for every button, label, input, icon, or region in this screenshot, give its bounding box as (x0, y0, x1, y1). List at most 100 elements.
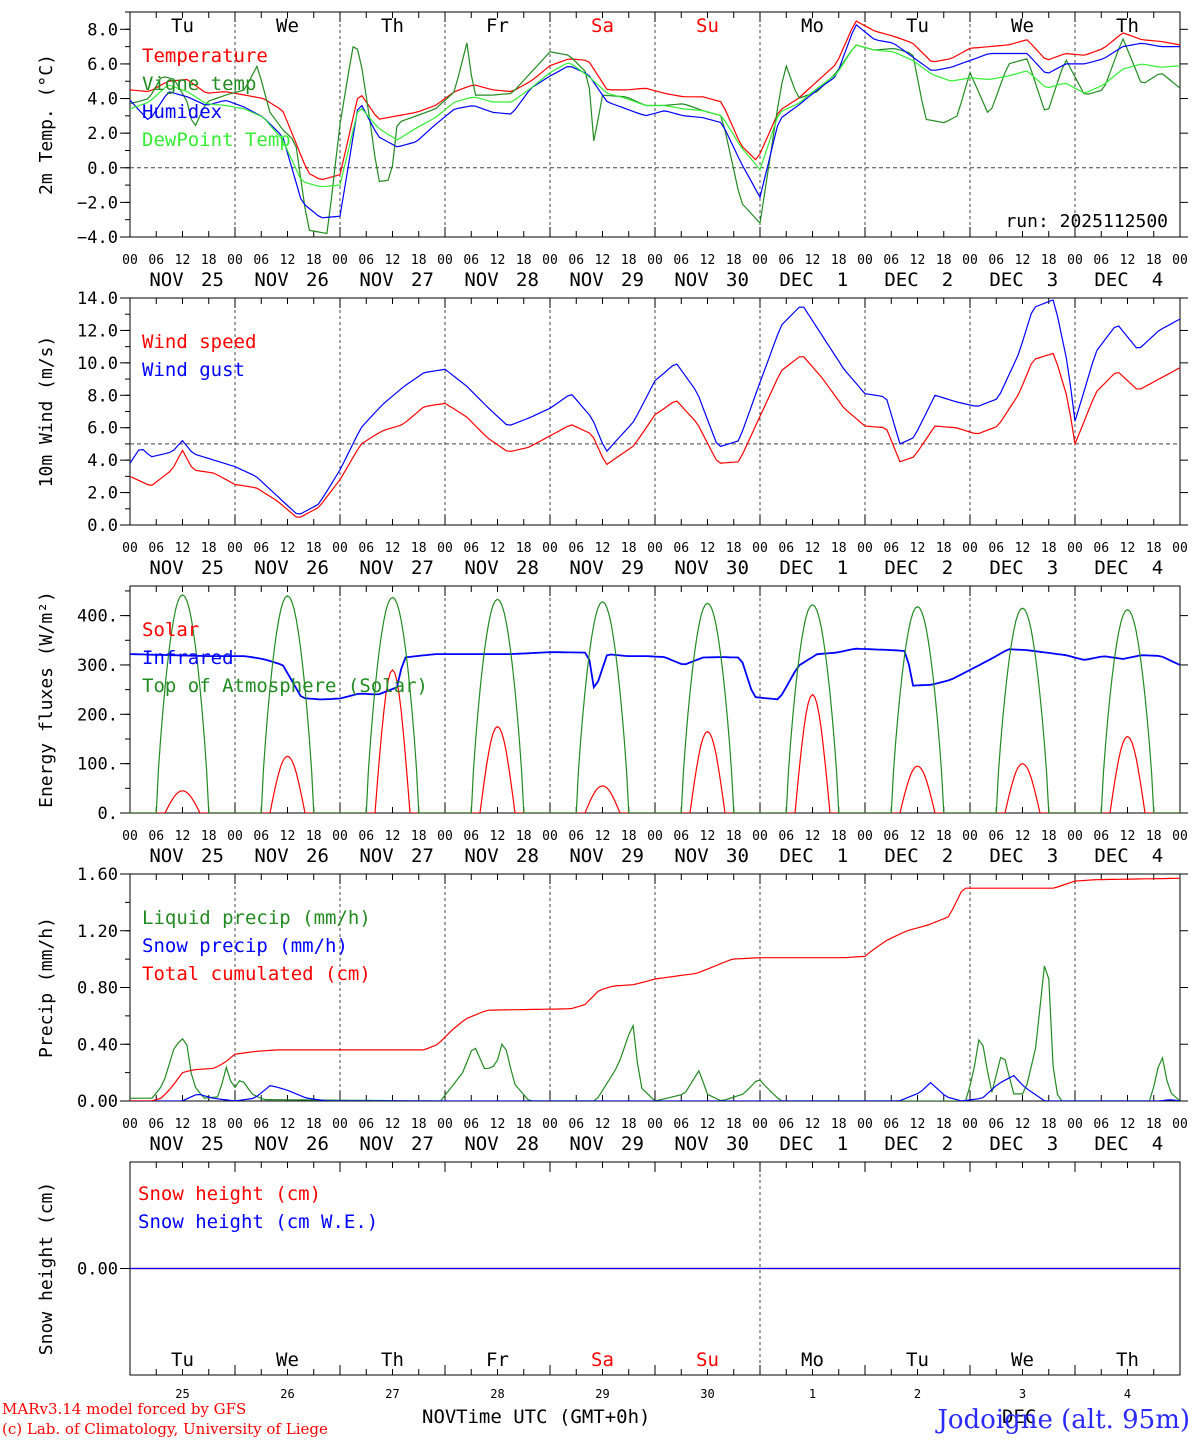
hour-tick-label: 06 (358, 1117, 374, 1132)
hour-tick-label: 06 (253, 541, 269, 556)
date-day-label: 4 (1152, 845, 1163, 867)
run-label: run: 2025112500 (1005, 211, 1168, 232)
legend-entry: Solar (142, 619, 199, 641)
date-day-label: 29 (621, 269, 644, 291)
hour-tick-label: 06 (1093, 829, 1109, 844)
y-axis-label: Precip (mm/h) (36, 917, 57, 1058)
series-group (130, 877, 1180, 1101)
hour-tick-label: 18 (306, 829, 322, 844)
hour-tick-label: 00 (962, 1117, 978, 1132)
legend-entry: Snow height (cm) (138, 1183, 321, 1205)
y-tick-label: 12.0 (77, 321, 118, 341)
date-day-label: 1 (837, 557, 848, 579)
hour-tick-label: 18 (306, 253, 322, 268)
hour-tick-label: 00 (647, 253, 663, 268)
hour-tick-label: 00 (857, 541, 873, 556)
hour-tick-label: 18 (516, 1117, 532, 1132)
series-line-1 (130, 647, 1180, 701)
hour-tick-label: 12 (175, 541, 191, 556)
hour-tick-label: 00 (1067, 253, 1083, 268)
hour-tick-label: 12 (490, 1117, 506, 1132)
date-month-label: DEC (884, 1133, 918, 1155)
series-line-0 (130, 352, 1180, 518)
series-line-1 (130, 299, 1180, 515)
hour-tick-label: 18 (516, 253, 532, 268)
weekday-label: Sa (591, 15, 614, 37)
y-tick-label: 0.00 (77, 1260, 118, 1280)
day-number-label: 3 (1019, 1387, 1026, 1401)
weekday-label: Fr (486, 1349, 509, 1371)
panel-3: 0. 100. 200. 300. 400. Energy fluxes (W/m²) 00… (36, 585, 1188, 867)
hour-tick-label: 12 (910, 253, 926, 268)
hour-tick-label: 06 (358, 253, 374, 268)
hour-tick-label: 00 (542, 541, 558, 556)
hour-tick-label: 06 (883, 253, 899, 268)
date-day-label: 29 (621, 557, 644, 579)
series-line-2 (130, 594, 1180, 813)
date-day-label: 27 (411, 845, 434, 867)
date-month-label: NOV (674, 557, 708, 579)
hour-tick-label: 06 (1093, 253, 1109, 268)
hour-tick-label: 06 (463, 253, 479, 268)
date-month-label: DEC (779, 557, 813, 579)
date-day-label: 3 (1047, 845, 1058, 867)
date-month-label: NOV (674, 845, 708, 867)
legend-entry: Temperature (142, 45, 268, 67)
hour-tick-label: 06 (673, 1117, 689, 1132)
hour-tick-label: 06 (148, 253, 164, 268)
plot-frame (129, 11, 1181, 238)
date-day-label: 26 (306, 1133, 329, 1155)
hour-tick-label: 12 (280, 1117, 296, 1132)
panel-1: −4.0 −2.0 0.0 2.0 4.0 6.0 8.0 2m Temp. (°C) 00 06… (36, 11, 1188, 291)
y-axis-label: 10m Wind (m/s) (36, 336, 57, 488)
hour-tick-label: 06 (988, 253, 1004, 268)
date-day-label: 28 (516, 557, 539, 579)
hour-tick-label: 06 (883, 1117, 899, 1132)
hour-tick-label: 18 (831, 541, 847, 556)
hour-tick-label: 06 (1093, 541, 1109, 556)
date-day-label: 26 (306, 269, 329, 291)
hour-tick-label: 00 (962, 829, 978, 844)
y-axis-label: Energy fluxes (W/m²) (36, 591, 57, 808)
y-tick-label: 400. (77, 607, 118, 627)
hour-tick-label: 12 (490, 829, 506, 844)
date-month-label: DEC (989, 845, 1023, 867)
month-label-right: DEC (1002, 1406, 1036, 1428)
day-number-label: 25 (175, 1387, 189, 1401)
hour-tick-label: 06 (253, 829, 269, 844)
date-month-label: DEC (1094, 557, 1128, 579)
date-day-label: 28 (516, 269, 539, 291)
y-tick-label: 8.0 (87, 20, 118, 40)
date-month-label: NOV (359, 557, 393, 579)
y-tick-label: 0.40 (77, 1035, 118, 1055)
hour-tick-label: 00 (227, 253, 243, 268)
y-tick-label: 2.0 (87, 124, 118, 144)
hour-tick-label: 00 (1172, 1117, 1188, 1132)
date-day-label: 25 (201, 269, 224, 291)
date-month-label: NOV (149, 845, 183, 867)
hour-tick-label: 06 (673, 541, 689, 556)
hour-tick-label: 06 (568, 541, 584, 556)
legend-entry: Wind gust (142, 359, 245, 381)
date-month-label: DEC (1094, 1133, 1128, 1155)
legend-entry: Top of Atmosphere (Solar) (142, 675, 428, 697)
date-month-label: NOV (254, 269, 288, 291)
date-month-label: NOV (464, 269, 498, 291)
hour-tick-label: 06 (148, 829, 164, 844)
day-number-label: 27 (385, 1387, 399, 1401)
series-group (130, 299, 1180, 518)
hour-tick-label: 00 (542, 253, 558, 268)
hour-tick-label: 18 (726, 829, 742, 844)
hour-tick-label: 18 (726, 541, 742, 556)
hour-tick-label: 18 (411, 829, 427, 844)
weekday-label: Mo (801, 15, 824, 37)
hour-tick-label: 18 (1041, 541, 1057, 556)
day-number-label: 30 (700, 1387, 714, 1401)
series-line-0 (130, 20, 1180, 181)
hour-tick-label: 18 (1146, 253, 1162, 268)
hour-tick-label: 00 (122, 541, 138, 556)
hour-tick-label: 00 (437, 829, 453, 844)
hour-tick-label: 18 (936, 829, 952, 844)
hour-tick-label: 06 (988, 541, 1004, 556)
